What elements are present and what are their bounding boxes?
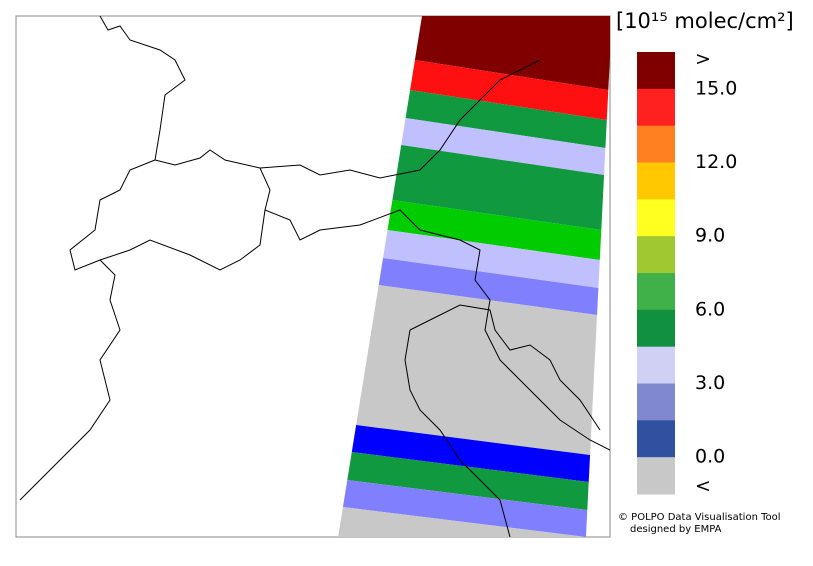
legend-swatch <box>637 52 675 90</box>
legend-swatch <box>637 346 675 384</box>
swath-stripe <box>414 16 610 90</box>
legend-label: > <box>695 48 711 70</box>
legend-swatch <box>637 309 675 348</box>
swath-stripe <box>378 258 599 315</box>
legend-label: 0.0 <box>695 446 725 468</box>
swath-stripe <box>356 285 598 455</box>
color-legend: [10¹⁵ molec/cm²] >15.0 12.0 9.0 6.0 3.0 0.0 < <box>616 9 794 497</box>
legend-label: 3.0 <box>695 372 725 394</box>
swath-stripe <box>342 480 588 537</box>
swath-stripe <box>383 230 600 288</box>
satellite-swath <box>338 16 610 537</box>
borders <box>19 16 610 537</box>
legend-swatch <box>637 383 675 421</box>
swath-stripe <box>387 200 602 260</box>
legend-swatch <box>637 125 675 163</box>
legend-swatch <box>637 273 675 311</box>
swath-stripe <box>338 507 586 537</box>
legend-swatch <box>637 199 675 237</box>
legend-label: 15.0 <box>695 77 737 99</box>
legend-swatch <box>637 420 675 458</box>
legend-swatch <box>637 457 675 495</box>
credit-line: © POLPO Data Visualisation Tool <box>618 512 781 523</box>
swath-stripe <box>405 90 607 148</box>
legend-label: 6.0 <box>695 298 725 320</box>
legend-label: 12.0 <box>695 151 737 173</box>
swath-stripe <box>347 452 589 510</box>
swath-stripe <box>392 145 605 230</box>
legend-label: < <box>695 475 711 497</box>
legend-title: [10¹⁵ molec/cm²] <box>616 9 794 33</box>
legend-label: 9.0 <box>695 225 725 247</box>
legend-swatch <box>637 236 675 274</box>
swath-stripe <box>351 425 591 482</box>
credit-line: designed by EMPA <box>630 524 722 535</box>
swath-stripe <box>410 60 609 120</box>
legend-swatch <box>637 88 675 127</box>
legend-swatch <box>637 162 675 200</box>
